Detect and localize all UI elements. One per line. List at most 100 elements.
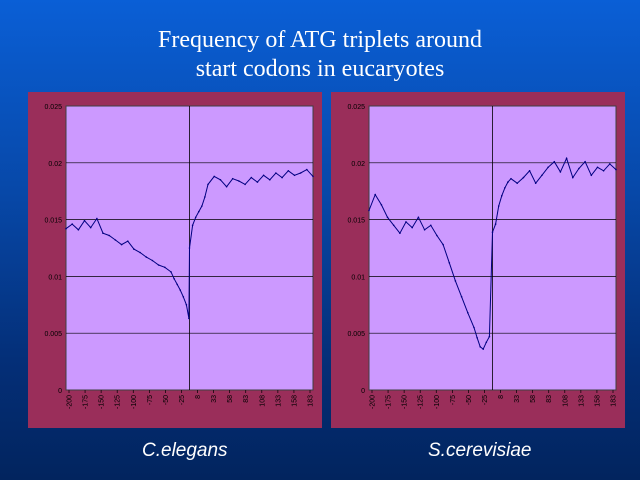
- data-point: [405, 221, 407, 223]
- data-point: [182, 296, 185, 298]
- data-point: [494, 223, 497, 225]
- data-point: [460, 296, 463, 298]
- data-point: [173, 277, 175, 280]
- x-tick-label: -100: [131, 395, 138, 409]
- data-point: [565, 157, 568, 160]
- data-point: [89, 226, 92, 229]
- data-point: [473, 326, 475, 329]
- data-point: [262, 174, 265, 177]
- data-point: [231, 177, 234, 180]
- x-tick-label: 58: [227, 395, 234, 403]
- data-point: [482, 348, 484, 350]
- caption-s-cerevisiae: S.cerevisiae: [428, 440, 532, 461]
- data-point: [436, 234, 438, 237]
- chart-panel-s-cerevisiae: 0 0.005 0.01 0.015 0.02 0.025 -200 -175 -150 -125…: [331, 92, 625, 428]
- data-point: [442, 243, 444, 246]
- x-tick-label: -125: [418, 395, 425, 409]
- data-point: [157, 264, 160, 266]
- chart-svg-c-elegans: 0 0.005 0.01 0.015 0.02 0.025 -200 -175 -150 -125…: [44, 104, 315, 409]
- x-tick-label: 83: [546, 395, 553, 403]
- x-tick-label: -200: [370, 395, 377, 409]
- data-point: [479, 346, 481, 348]
- data-point: [120, 243, 123, 246]
- data-point: [287, 170, 290, 172]
- x-tick-label: 183: [611, 395, 618, 407]
- data-point: [275, 172, 277, 174]
- x-tick-label: -125: [115, 395, 122, 409]
- data-point: [96, 217, 98, 220]
- x-tick-label: 183: [308, 395, 315, 407]
- data-point: [151, 259, 154, 262]
- x-tick-label: -200: [67, 395, 74, 409]
- data-point: [485, 341, 488, 344]
- data-point: [528, 170, 531, 172]
- data-point: [201, 205, 203, 207]
- x-tick-label: 33: [211, 395, 218, 403]
- data-point: [219, 179, 222, 181]
- data-point: [238, 180, 240, 182]
- y-tick-label: 0: [361, 388, 365, 395]
- data-point: [417, 216, 420, 219]
- data-point: [71, 223, 73, 225]
- slide-title-line-1: Frequency of ATG triplets around: [158, 27, 482, 53]
- data-point: [423, 229, 426, 231]
- y-tick-label: 0.01: [48, 274, 62, 281]
- data-point: [584, 160, 586, 163]
- y-tick-label: 0.01: [351, 274, 365, 281]
- data-point: [392, 224, 395, 227]
- data-point: [596, 166, 599, 169]
- x-tick-label: 108: [259, 395, 266, 407]
- data-point: [602, 170, 605, 172]
- data-point: [250, 176, 253, 179]
- data-point: [213, 175, 215, 178]
- x-tick-label: -25: [482, 395, 489, 405]
- data-point: [559, 171, 562, 173]
- data-point: [179, 289, 181, 291]
- y-tick-label: 0: [58, 388, 62, 395]
- y-tick-label: 0.015: [44, 218, 62, 225]
- data-point: [188, 247, 191, 249]
- data-point: [269, 179, 271, 181]
- x-tick-label: -150: [402, 395, 409, 409]
- x-tick-label: 8: [498, 395, 505, 399]
- x-tick-label: -150: [99, 395, 106, 409]
- x-tick-label: -75: [450, 395, 457, 405]
- data-point: [139, 251, 141, 254]
- data-point: [306, 168, 308, 171]
- data-point: [510, 177, 512, 180]
- x-tick-label: 158: [594, 395, 601, 407]
- data-point: [133, 248, 135, 250]
- y-tick-label: 0.005: [44, 331, 62, 338]
- x-tick-label: 58: [530, 395, 537, 403]
- data-point: [108, 234, 110, 237]
- y-tick-label: 0.02: [351, 161, 365, 168]
- data-point: [164, 266, 166, 269]
- data-point: [386, 216, 389, 219]
- x-tick-label: 158: [291, 395, 298, 407]
- y-tick-label: 0.02: [48, 161, 62, 168]
- data-point: [491, 231, 494, 233]
- data-point: [399, 232, 401, 234]
- data-point: [281, 176, 283, 179]
- x-tick-label: 108: [562, 395, 569, 407]
- chart-panel-c-elegans: 0 0.005 0.01 0.015 0.02 0.025 -200 -175 -150 -125…: [28, 92, 322, 428]
- data-point: [204, 196, 206, 198]
- series-line: [65, 168, 314, 319]
- data-point: [176, 283, 178, 286]
- data-point: [380, 204, 383, 206]
- data-point: [547, 166, 549, 169]
- caption-c-elegans: C.elegans: [142, 440, 228, 461]
- data-point: [504, 187, 506, 189]
- slide-title-line-2: start codons in eucaryotes: [195, 56, 445, 82]
- x-tick-label: -175: [386, 395, 393, 409]
- data-point: [374, 193, 376, 196]
- data-point: [170, 271, 172, 273]
- data-point: [65, 227, 67, 230]
- y-tick-label: 0.015: [347, 218, 365, 225]
- data-point: [476, 336, 478, 339]
- x-tick-label: -50: [163, 395, 170, 405]
- data-point: [207, 183, 209, 186]
- data-point: [185, 304, 188, 306]
- data-point: [145, 256, 148, 258]
- data-point: [501, 194, 503, 197]
